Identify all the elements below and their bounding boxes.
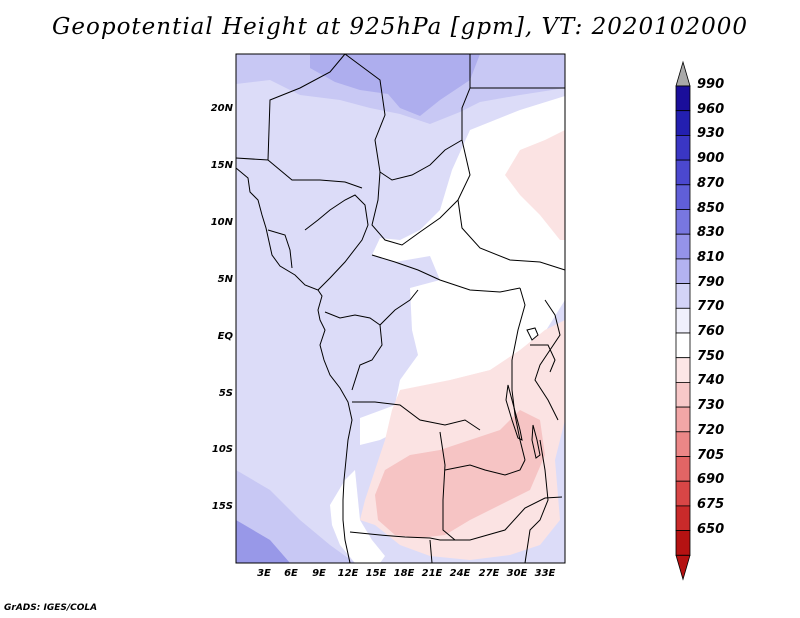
colorbar-swatch bbox=[675, 357, 691, 383]
lat-label-15n: 15N bbox=[210, 160, 233, 171]
colorbar-top-arrow bbox=[675, 60, 691, 87]
lake-malawi bbox=[531, 424, 541, 459]
lat-label-15s: 15S bbox=[211, 501, 233, 512]
chart-title: Geopotential Height at 925hPa [gpm], VT:… bbox=[52, 14, 748, 40]
lat-label-10s: 10S bbox=[211, 444, 233, 455]
colorbar-label: 720 bbox=[697, 422, 725, 438]
lon-label-18e: 18E bbox=[393, 568, 415, 579]
lat-label-20n: 20N bbox=[210, 103, 233, 114]
colorbar-swatch bbox=[675, 381, 691, 408]
colorbar-label: 900 bbox=[697, 151, 725, 167]
colorbar-label: 790 bbox=[697, 274, 725, 290]
border-namibia-botswana bbox=[429, 539, 433, 564]
map-frame bbox=[235, 53, 566, 564]
lon-label-9e: 9E bbox=[312, 568, 326, 579]
lon-label-24e: 24E bbox=[449, 568, 471, 579]
colorbar-swatch bbox=[675, 406, 691, 433]
colorbar-label: 830 bbox=[697, 225, 725, 241]
lat-label-10n: 10N bbox=[210, 217, 233, 228]
border-mozambique bbox=[524, 439, 549, 564]
border-west-1 bbox=[267, 229, 293, 269]
colorbar-swatch bbox=[675, 258, 691, 284]
colorbar-label: 990 bbox=[697, 77, 725, 92]
lon-label-12e: 12E bbox=[337, 568, 359, 579]
border-south bbox=[349, 496, 563, 541]
colorbar-swatch bbox=[675, 134, 691, 161]
colorbar-swatch bbox=[675, 184, 691, 210]
colorbar-swatch bbox=[675, 159, 691, 186]
colorbar-swatch bbox=[675, 431, 691, 457]
border-nigeria-north bbox=[267, 159, 363, 189]
lake-tanganyika bbox=[505, 384, 523, 441]
colorbar-label: 870 bbox=[697, 175, 725, 191]
border-angola-zambia bbox=[439, 431, 456, 541]
lake-victoria bbox=[526, 327, 539, 341]
coastline-west-africa bbox=[235, 167, 353, 564]
border-east-lakes bbox=[534, 299, 561, 421]
field-pink-east bbox=[505, 130, 565, 240]
lon-label-30e: 30E bbox=[506, 568, 528, 579]
lon-label-21e: 21E bbox=[421, 568, 443, 579]
lon-label-33e: 33E bbox=[534, 568, 556, 579]
border-car-drc bbox=[371, 254, 521, 293]
border-angola-north bbox=[352, 401, 481, 431]
colorbar-swatch bbox=[675, 233, 691, 260]
border-north-1 bbox=[235, 53, 346, 161]
colorbar-label: 850 bbox=[697, 200, 725, 216]
colorbar-label: 730 bbox=[697, 398, 725, 414]
colorbar-swatch bbox=[675, 283, 691, 309]
colorbar-swatch bbox=[675, 505, 691, 531]
field-southwest-ocean-deep bbox=[236, 520, 290, 563]
colorbar-swatch bbox=[675, 332, 691, 359]
colorbar-label: 760 bbox=[697, 324, 725, 339]
colorbar-swatch bbox=[675, 456, 691, 482]
colorbar-label: 960 bbox=[697, 101, 725, 117]
lon-label-6e: 6E bbox=[284, 568, 298, 579]
border-chad-car bbox=[371, 171, 459, 246]
colorbar-label: 705 bbox=[697, 447, 725, 463]
border-drc-east bbox=[511, 287, 526, 461]
colorbar-label: 740 bbox=[697, 373, 725, 389]
colorbar-label: 690 bbox=[697, 472, 725, 488]
lat-label-5n: 5N bbox=[217, 274, 233, 285]
border-east-2 bbox=[530, 344, 556, 373]
lat-label-5s: 5S bbox=[218, 388, 233, 399]
colorbar-label: 770 bbox=[697, 299, 725, 315]
colorbar-label: 810 bbox=[697, 249, 725, 265]
lon-label-15e: 15E bbox=[365, 568, 387, 579]
field-top-band-deep bbox=[310, 54, 480, 116]
lon-label-3e: 3E bbox=[257, 568, 271, 579]
height-field bbox=[236, 54, 565, 563]
colorbar-swatch bbox=[675, 110, 691, 136]
country-borders bbox=[235, 53, 566, 564]
colorbar-label: 930 bbox=[697, 126, 725, 142]
colorbar-swatch bbox=[675, 307, 691, 334]
colorbar-swatch bbox=[675, 480, 691, 507]
colorbar-swatch bbox=[675, 530, 691, 556]
border-congo-drc bbox=[379, 289, 419, 326]
border-sudan-east bbox=[457, 139, 566, 271]
colorbar-swatch bbox=[675, 209, 691, 235]
colorbar-swatch bbox=[675, 85, 691, 112]
lat-label-eq: EQ bbox=[217, 331, 233, 342]
border-zambia bbox=[444, 459, 526, 476]
colorbar-label: 750 bbox=[697, 348, 725, 364]
grads-credit: GrADS: IGES/COLA bbox=[4, 603, 98, 613]
border-nigeria-cameroon bbox=[304, 194, 369, 291]
colorbar-label: 650 bbox=[697, 521, 725, 537]
lon-label-27e: 27E bbox=[478, 568, 500, 579]
colorbar-bottom-arrow bbox=[675, 554, 691, 581]
field-pink-core bbox=[375, 410, 545, 538]
colorbar-label: 675 bbox=[697, 496, 725, 512]
border-north-2 bbox=[344, 53, 471, 181]
